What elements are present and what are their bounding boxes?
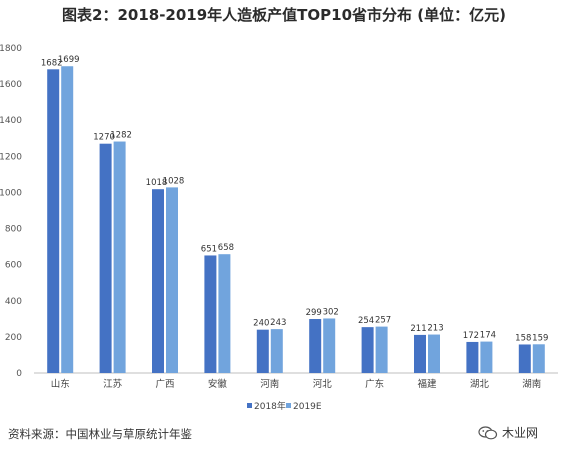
y-tick-label: 1800 [0, 44, 22, 54]
value-label: 1699 [58, 55, 80, 65]
value-label: 658 [218, 243, 234, 253]
bar [518, 344, 531, 373]
y-tick-label: 1200 [0, 152, 22, 162]
bar [428, 334, 440, 373]
y-tick-label: 1600 [0, 80, 22, 90]
legend-swatch [247, 403, 252, 408]
value-label: 1282 [110, 131, 132, 141]
category-label: 安徽 [208, 378, 228, 390]
category-label: 河南 [260, 378, 279, 390]
bar [152, 189, 164, 373]
value-label: 257 [375, 316, 391, 326]
bar [166, 187, 178, 373]
legend-label: 2019E [293, 402, 322, 412]
value-label: 299 [306, 308, 322, 318]
bar [375, 326, 388, 373]
value-label: 1018 [146, 178, 168, 188]
value-label: 651 [201, 244, 217, 254]
category-label: 湖南 [522, 378, 541, 390]
bar [204, 255, 217, 373]
bar [270, 329, 283, 373]
bar [414, 334, 426, 373]
y-tick-label: 1000 [0, 188, 22, 198]
wechat-icon [478, 425, 498, 439]
source-note: 资料来源：中国林业与草原统计年鉴 [8, 427, 192, 441]
category-label: 广西 [155, 378, 174, 390]
bar [532, 344, 545, 373]
category-label: 江苏 [103, 378, 123, 390]
legend-swatch [286, 403, 291, 408]
category-label: 河北 [313, 378, 333, 390]
bar [323, 318, 336, 373]
category-label: 山东 [51, 378, 70, 390]
value-label: 243 [270, 318, 286, 328]
value-label: 302 [323, 307, 339, 317]
y-tick-label: 200 [5, 333, 22, 343]
bar [466, 341, 479, 373]
legend-label: 2018年 [254, 400, 286, 412]
value-label: 159 [532, 333, 548, 343]
category-label: 福建 [417, 378, 437, 390]
value-label: 254 [358, 316, 374, 326]
category-label: 湖北 [470, 379, 490, 390]
bar [47, 69, 60, 374]
bar [113, 141, 126, 373]
bar [99, 143, 112, 373]
legend: 2018年 2019E [247, 400, 322, 412]
y-tick-label: 1400 [0, 116, 22, 126]
bar [480, 341, 493, 373]
bar [256, 329, 269, 373]
value-label: 174 [480, 331, 496, 341]
y-tick-label: 0 [16, 369, 22, 379]
bar [309, 319, 322, 373]
y-tick-label: 400 [5, 297, 22, 307]
value-label: 1028 [163, 176, 185, 186]
value-label: 213 [427, 324, 443, 334]
value-label: 158 [515, 333, 531, 343]
bar [361, 327, 374, 373]
value-label: 172 [463, 331, 479, 341]
watermark: 木业网 [478, 424, 538, 441]
bar [61, 66, 74, 373]
bar-chart: 0 200 400 600 800 1000 1200 1400 1600 1800 168216… [0, 44, 558, 412]
category-labels: 山东 江苏 广西 安徽 河南 河北 广东 福建 湖北 湖南 [51, 378, 542, 390]
bars [47, 66, 545, 374]
value-label: 1270 [93, 133, 115, 143]
y-tick-label: 800 [5, 225, 22, 235]
chart-title: 图表2：2018-2019年人造板产值TOP10省市分布 (单位：亿元) [62, 6, 506, 24]
value-label: 1682 [41, 58, 63, 68]
watermark-text: 木业网 [502, 426, 539, 440]
value-label: 240 [253, 319, 269, 329]
bar [218, 254, 231, 373]
value-label: 211 [410, 324, 426, 334]
category-label: 广东 [365, 378, 384, 390]
y-axis-ticks: 0 200 400 600 800 1000 1200 1400 1600 1800 [0, 44, 22, 379]
y-tick-label: 600 [5, 261, 22, 271]
